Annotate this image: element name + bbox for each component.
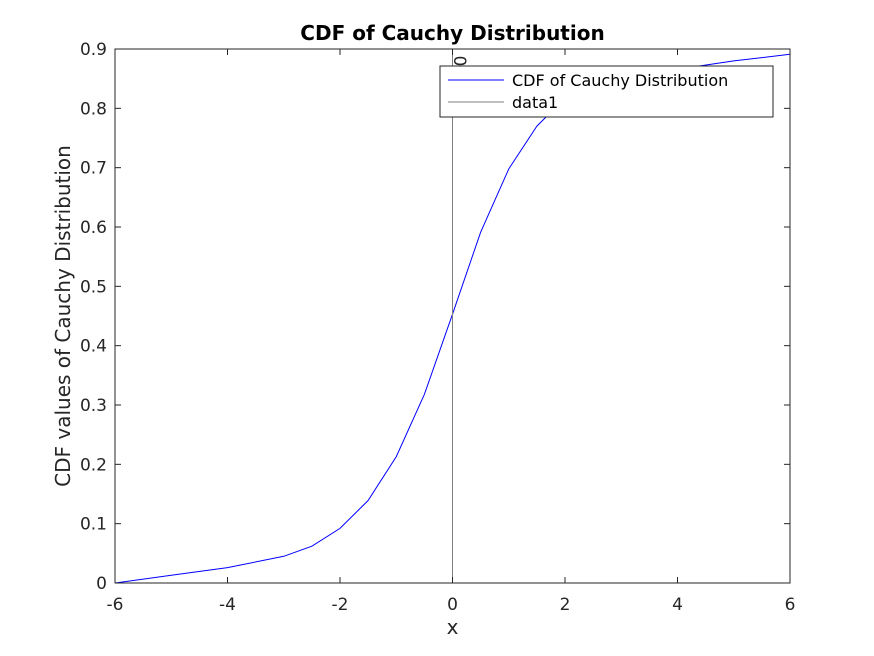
y-tick-label: 0.3 — [80, 396, 107, 416]
x-tick-label: 0 — [447, 595, 458, 615]
y-tick-label: 0.2 — [80, 455, 107, 475]
legend-label: data1 — [512, 93, 558, 112]
x-tick-label: 4 — [672, 595, 683, 615]
x-tick-label: -4 — [219, 595, 236, 615]
x-tick-label: 6 — [785, 595, 796, 615]
x-axis-label: x — [447, 615, 459, 639]
legend-label: CDF of Cauchy Distribution — [512, 71, 728, 90]
axes-layer: -6 -4 -2 0 2 4 6 0 0.1 0.2 0.3 0.4 0.5 0.6 0.7 0.8 0.9 — [80, 40, 795, 615]
x-tick-label: -2 — [332, 595, 349, 615]
x-tick-label: 2 — [560, 595, 571, 615]
annotation-label: 0 — [452, 56, 472, 67]
chart-title: CDF of Cauchy Distribution — [300, 21, 604, 45]
y-tick-label: 0.5 — [80, 277, 107, 297]
y-tick-label: 0.9 — [80, 40, 107, 60]
y-tick-label: 0.8 — [80, 99, 107, 119]
y-tick-label: 0.7 — [80, 159, 107, 179]
legend-box — [439, 65, 774, 118]
y-tick-label: 0.6 — [80, 218, 107, 238]
annotation-layer: 0 — [452, 56, 472, 67]
legend: CDF of Cauchy Distribution data1 — [439, 65, 774, 118]
y-tick-label: 0 — [96, 574, 107, 594]
y-axis-label: CDF values of Cauchy Distribution — [51, 145, 75, 487]
y-tick-label: 0.4 — [80, 337, 107, 357]
y-tick-label: 0.1 — [80, 515, 107, 535]
x-tick-label: -6 — [107, 595, 124, 615]
